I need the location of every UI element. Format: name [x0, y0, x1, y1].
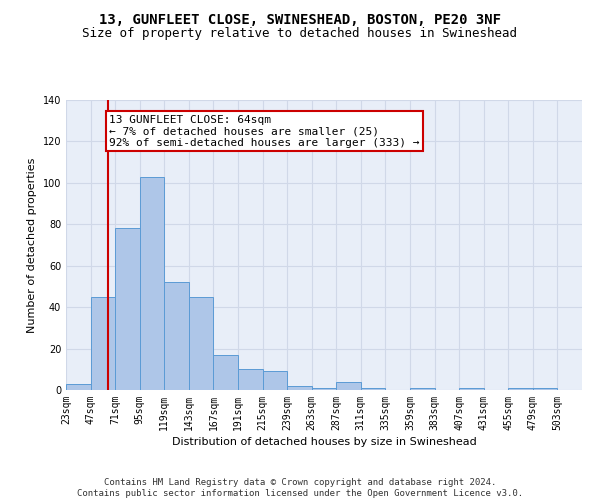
Bar [263, 372, 287, 390]
Bar [66, 384, 91, 390]
Bar [312, 388, 336, 390]
Bar [533, 388, 557, 390]
Bar [238, 370, 263, 390]
Bar [361, 388, 385, 390]
Text: 13 GUNFLEET CLOSE: 64sqm
← 7% of detached houses are smaller (25)
92% of semi-de: 13 GUNFLEET CLOSE: 64sqm ← 7% of detache… [109, 114, 419, 148]
Y-axis label: Number of detached properties: Number of detached properties [27, 158, 37, 332]
Bar [115, 228, 140, 390]
Bar [91, 297, 115, 390]
X-axis label: Distribution of detached houses by size in Swineshead: Distribution of detached houses by size … [172, 437, 476, 447]
Text: Size of property relative to detached houses in Swineshead: Size of property relative to detached ho… [83, 28, 517, 40]
Bar [459, 388, 484, 390]
Text: 13, GUNFLEET CLOSE, SWINESHEAD, BOSTON, PE20 3NF: 13, GUNFLEET CLOSE, SWINESHEAD, BOSTON, … [99, 12, 501, 26]
Bar [189, 297, 214, 390]
Text: Contains HM Land Registry data © Crown copyright and database right 2024.
Contai: Contains HM Land Registry data © Crown c… [77, 478, 523, 498]
Bar [214, 355, 238, 390]
Bar [410, 388, 434, 390]
Bar [287, 386, 312, 390]
Bar [336, 382, 361, 390]
Bar [164, 282, 189, 390]
Bar [140, 176, 164, 390]
Bar [508, 388, 533, 390]
